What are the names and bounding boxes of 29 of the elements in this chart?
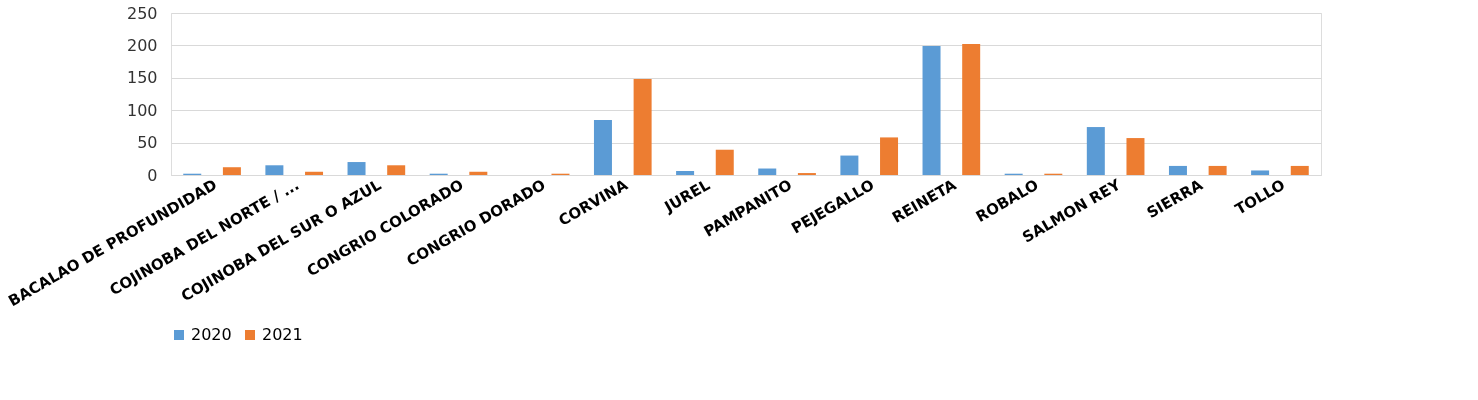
bar [305, 171, 324, 175]
y-tick-label: 0 [147, 165, 158, 185]
bar [469, 171, 488, 175]
bar [715, 149, 734, 175]
bar [593, 119, 612, 175]
bar [347, 162, 366, 175]
bar [962, 44, 981, 175]
y-tick-label: 200 [126, 35, 158, 55]
bar [922, 46, 941, 175]
y-tick-label: 100 [126, 100, 158, 120]
bar [676, 171, 695, 175]
legend-label: 2021 [262, 325, 303, 344]
bar [1126, 138, 1145, 175]
bar [1251, 170, 1270, 175]
bar [265, 165, 284, 175]
y-tick-label: 150 [126, 68, 158, 88]
bar [1290, 165, 1309, 175]
bar [880, 137, 899, 175]
y-tick-label: 250 [126, 3, 158, 23]
bar [633, 79, 652, 175]
legend-label: 2020 [191, 325, 232, 344]
bar [1208, 165, 1227, 175]
bar [222, 167, 241, 175]
bar [387, 165, 406, 175]
bar [1168, 165, 1187, 175]
y-tick-label: 50 [137, 133, 158, 153]
bar [840, 155, 859, 175]
bar [758, 168, 777, 175]
bar [1086, 127, 1105, 175]
